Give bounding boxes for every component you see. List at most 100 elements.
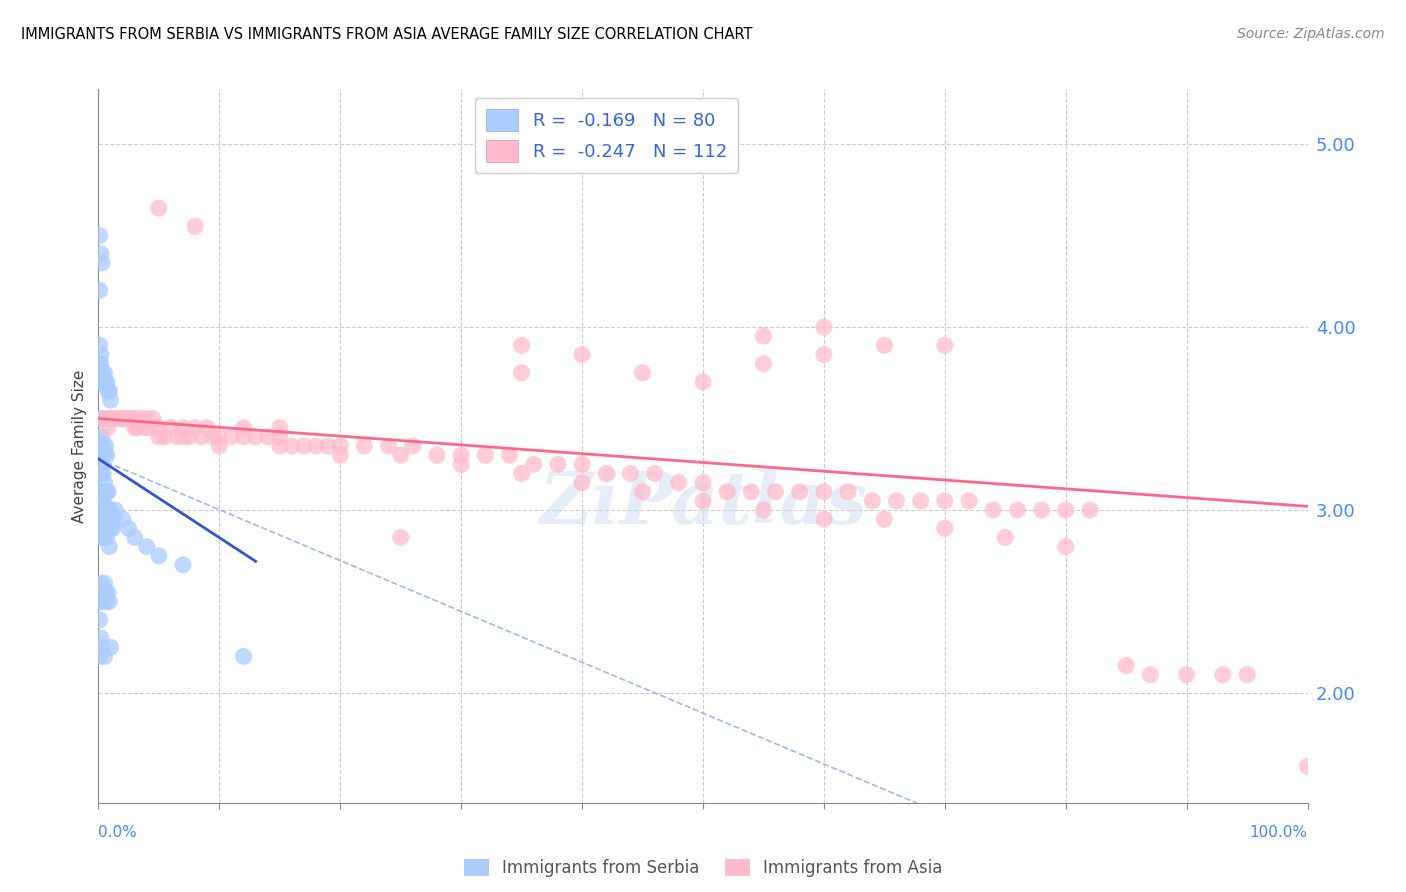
Point (118, 411, 141, 425)
Point (94, 585, 117, 599)
Point (124, 420, 146, 434)
Point (510, 338, 533, 352)
Point (232, 430, 254, 444)
Point (96, 531, 118, 545)
Point (97, 384, 120, 398)
Point (91, 366, 114, 380)
Point (91, 484, 114, 499)
Point (90, 631, 112, 645)
Point (96, 503, 118, 517)
Point (93, 475, 115, 490)
Point (716, 484, 738, 499)
Point (668, 475, 690, 490)
Point (547, 458, 569, 472)
Point (389, 448, 412, 462)
Point (402, 439, 425, 453)
Point (89, 411, 111, 425)
Point (269, 420, 291, 434)
Point (111, 512, 134, 526)
Point (89, 594, 111, 608)
Point (93, 366, 115, 380)
Point (96, 448, 118, 462)
Point (232, 649, 254, 664)
Point (910, 494, 932, 508)
Point (571, 347, 593, 361)
Point (91, 375, 114, 389)
Point (127, 420, 149, 434)
Point (934, 338, 956, 352)
Point (619, 467, 641, 481)
Point (752, 503, 775, 517)
Point (108, 411, 131, 425)
Point (148, 549, 170, 563)
Point (153, 430, 176, 444)
Point (145, 420, 167, 434)
Point (97, 585, 120, 599)
Text: Source: ZipAtlas.com: Source: ZipAtlas.com (1237, 27, 1385, 41)
Point (98, 384, 121, 398)
Point (1054, 540, 1077, 554)
Point (886, 494, 908, 508)
Point (96, 484, 118, 499)
Point (631, 366, 654, 380)
Point (692, 475, 714, 490)
Point (96, 375, 118, 389)
Point (98, 503, 121, 517)
Point (166, 430, 188, 444)
Point (305, 439, 328, 453)
Point (89, 228, 111, 243)
Point (474, 448, 496, 462)
Point (184, 420, 207, 434)
Text: 100.0%: 100.0% (1250, 825, 1308, 840)
Point (93, 411, 115, 425)
Point (256, 430, 278, 444)
Point (124, 411, 146, 425)
Point (89, 430, 111, 444)
Point (94, 375, 117, 389)
Point (981, 503, 1004, 517)
Point (142, 411, 165, 425)
Point (89, 357, 111, 371)
Point (208, 439, 231, 453)
Point (100, 521, 122, 535)
Point (813, 347, 835, 361)
Point (89, 649, 111, 664)
Point (426, 448, 449, 462)
Point (129, 411, 152, 425)
Point (101, 521, 124, 535)
Point (571, 458, 593, 472)
Point (510, 467, 533, 481)
Point (111, 411, 134, 425)
Y-axis label: Average Family Size: Average Family Size (72, 369, 87, 523)
Point (118, 521, 141, 535)
Point (934, 521, 956, 535)
Point (1007, 503, 1029, 517)
Point (232, 420, 254, 434)
Point (860, 494, 883, 508)
Legend: R =  -0.169   N = 80, R =  -0.247   N = 112: R = -0.169 N = 80, R = -0.247 N = 112 (475, 98, 738, 173)
Text: ZiPatlas: ZiPatlas (538, 467, 868, 539)
Point (195, 420, 218, 434)
Point (93, 649, 115, 664)
Point (148, 420, 170, 434)
Point (221, 430, 243, 444)
Point (172, 420, 194, 434)
Point (813, 484, 835, 499)
Point (121, 411, 143, 425)
Point (100, 640, 122, 655)
Point (1175, 667, 1198, 681)
Point (172, 430, 194, 444)
Point (100, 411, 122, 425)
Point (91, 467, 114, 481)
Point (100, 503, 122, 517)
Point (91, 531, 114, 545)
Point (450, 448, 472, 462)
Point (90, 375, 112, 389)
Point (450, 458, 472, 472)
Point (148, 430, 170, 444)
Point (104, 503, 127, 517)
Point (98, 594, 121, 608)
Point (100, 393, 122, 408)
Point (124, 531, 146, 545)
Point (89, 448, 111, 462)
